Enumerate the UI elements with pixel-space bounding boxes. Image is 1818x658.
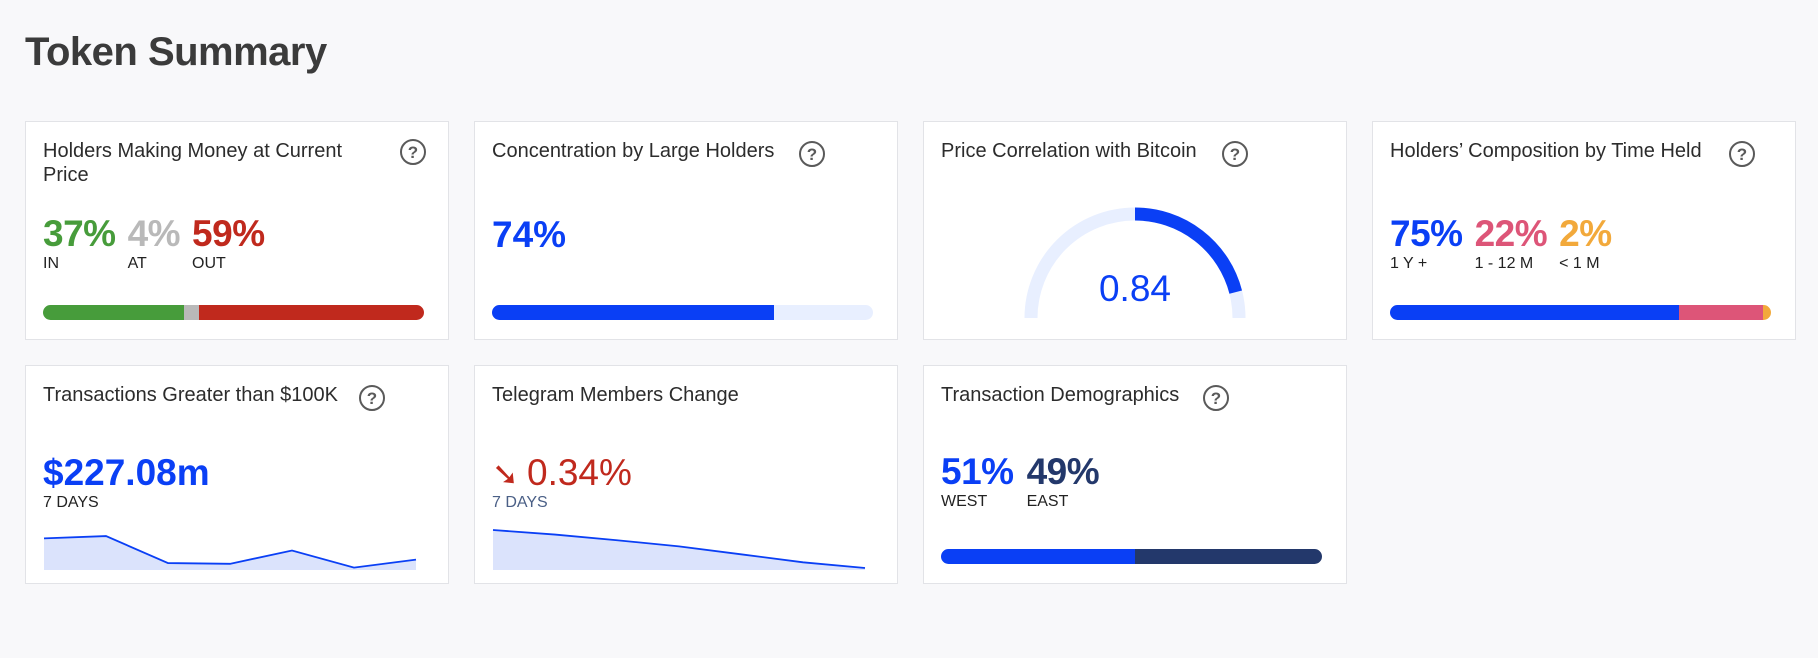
help-icon[interactable]: ? bbox=[359, 385, 385, 411]
card-title: Holders Making Money at Current Price bbox=[43, 140, 343, 186]
bar-segment bbox=[1763, 305, 1771, 320]
sparkline-area bbox=[493, 530, 865, 570]
stat-item: 75% 1 Y + bbox=[1390, 214, 1463, 273]
stat-label: IN bbox=[43, 255, 59, 272]
stat-item: 51% WEST bbox=[941, 452, 1014, 511]
stat-label: 1 - 12 M bbox=[1474, 255, 1534, 272]
card-title: Holders’ Composition by Time Held bbox=[1390, 140, 1702, 162]
bar-segment bbox=[1678, 305, 1764, 320]
card-title: Transactions Greater than $100K bbox=[43, 384, 338, 406]
demographics-bar bbox=[941, 549, 1322, 564]
card-title: Telegram Members Change bbox=[492, 384, 739, 406]
bar-segment bbox=[1390, 305, 1679, 320]
stat-item: 49% EAST bbox=[1027, 452, 1100, 511]
large-tx-card: Transactions Greater than $100K ? $227.0… bbox=[25, 365, 449, 584]
telegram-value: 0.34% bbox=[527, 452, 632, 493]
stat-value: 37% bbox=[43, 213, 116, 254]
stat-label: < 1 M bbox=[1559, 255, 1600, 272]
demographics-stats: 51% WEST 49% EAST bbox=[941, 452, 1100, 511]
stat-label: EAST bbox=[1026, 493, 1069, 510]
stat-item: 22% 1 - 12 M bbox=[1475, 214, 1548, 273]
help-icon[interactable]: ? bbox=[1222, 141, 1248, 167]
help-icon[interactable]: ? bbox=[1203, 385, 1229, 411]
correlation-value: 0.84 bbox=[1098, 268, 1171, 309]
bar-segment bbox=[183, 305, 200, 320]
help-icon[interactable]: ? bbox=[400, 139, 426, 165]
stat-value: 75% bbox=[1390, 213, 1463, 254]
telegram-card: Telegram Members Change ➘ 0.34% 7 DAYS bbox=[474, 365, 898, 584]
correlation-gauge bbox=[1024, 207, 1246, 319]
large-tx-period: 7 DAYS bbox=[43, 494, 99, 511]
holders-money-stats: 37% IN 4% AT 59% OUT bbox=[43, 214, 265, 273]
telegram-arrow-icon: ➘ bbox=[492, 456, 519, 492]
concentration-bar-fill bbox=[492, 305, 774, 320]
stat-value: 22% bbox=[1474, 213, 1548, 254]
sparkline-line bbox=[43, 535, 417, 569]
help-icon[interactable]: ? bbox=[1729, 141, 1755, 167]
card-title: Concentration by Large Holders bbox=[492, 140, 775, 162]
stat-item: 37% IN bbox=[43, 214, 116, 273]
large-tx-value: $227.08m bbox=[43, 452, 210, 493]
bar-segment bbox=[43, 305, 184, 320]
stat-item: 4% AT bbox=[127, 213, 181, 273]
stat-label: AT bbox=[127, 255, 147, 272]
card-title: Transaction Demographics bbox=[941, 384, 1180, 406]
stat-label: WEST bbox=[941, 493, 988, 510]
btc-correlation-card: Price Correlation with Bitcoin ? 0.84 bbox=[923, 121, 1347, 340]
telegram-period: 7 DAYS bbox=[492, 494, 548, 511]
bar-segment bbox=[941, 549, 1136, 564]
composition-card: Holders’ Composition by Time Held ? 75% 1… bbox=[1372, 121, 1796, 340]
composition-bar bbox=[1390, 305, 1771, 320]
page-title: Token Summary bbox=[25, 30, 327, 74]
stat-value: 51% bbox=[941, 451, 1014, 492]
demographics-card: Transaction Demographics ? 51% WEST 49% EAS… bbox=[923, 365, 1347, 584]
stat-label: OUT bbox=[192, 255, 226, 272]
concentration-value: 74% bbox=[492, 214, 567, 255]
card-title: Price Correlation with Bitcoin bbox=[941, 140, 1197, 162]
bar-segment bbox=[1135, 549, 1322, 564]
sparkline-area bbox=[44, 536, 416, 570]
stat-value: 49% bbox=[1026, 451, 1100, 492]
stat-value: 2% bbox=[1559, 213, 1612, 254]
help-icon[interactable]: ? bbox=[799, 141, 825, 167]
concentration-card: Concentration by Large Holders ? 74% bbox=[474, 121, 898, 340]
gauge-fill bbox=[1134, 207, 1243, 294]
stat-value: 59% bbox=[192, 213, 265, 254]
stat-item: 2% < 1 M bbox=[1559, 213, 1612, 273]
large-tx-sparkline bbox=[43, 535, 417, 570]
holders-money-bar bbox=[43, 305, 424, 320]
concentration-bar bbox=[492, 305, 873, 320]
stat-value: 4% bbox=[127, 213, 181, 254]
sparkline-line bbox=[492, 529, 866, 569]
stat-item: 59% OUT bbox=[192, 214, 265, 273]
telegram-sparkline bbox=[492, 529, 866, 570]
stat-label: 1 Y + bbox=[1390, 255, 1428, 272]
composition-stats: 75% 1 Y +22% 1 - 12 M 2% < 1 M bbox=[1390, 214, 1612, 273]
holders-money-card: Holders Making Money at Current Price ? … bbox=[25, 121, 449, 340]
bar-segment bbox=[199, 305, 424, 320]
